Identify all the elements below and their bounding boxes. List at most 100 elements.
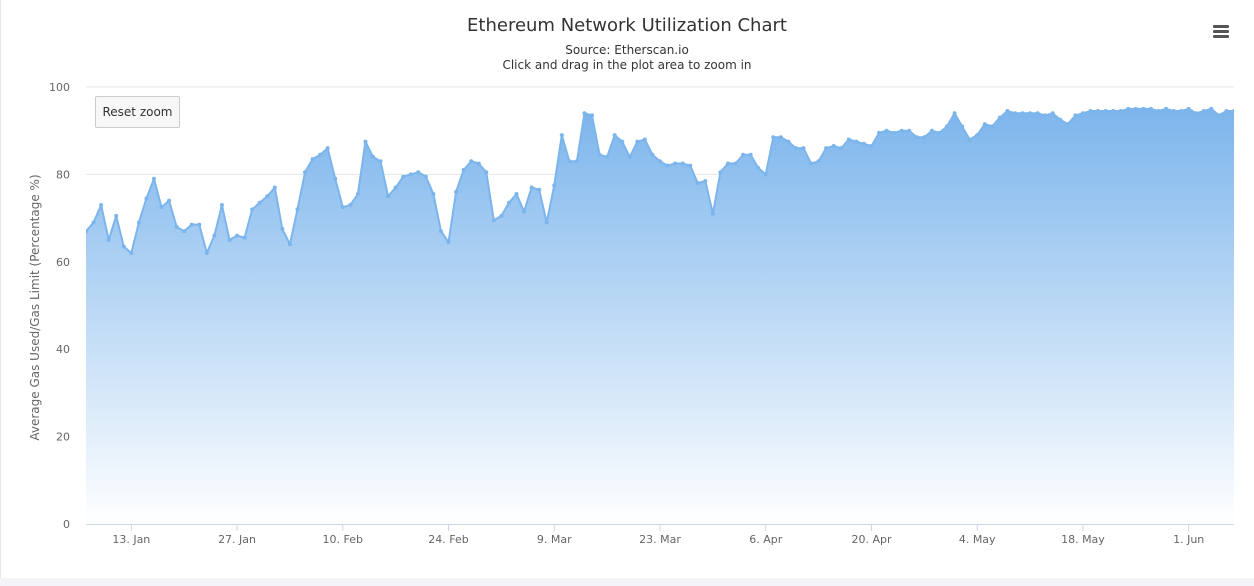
data-point	[582, 111, 587, 116]
x-tick-label: 20. Apr	[851, 533, 891, 546]
data-point	[861, 141, 866, 146]
data-point	[303, 170, 308, 175]
data-point	[710, 211, 715, 216]
y-tick-label: 80	[56, 168, 70, 181]
x-tick-label: 9. Mar	[537, 533, 572, 546]
data-point	[250, 207, 255, 212]
data-point	[635, 139, 640, 144]
data-point	[1156, 109, 1161, 114]
y-tick-label: 60	[56, 256, 70, 269]
data-point	[1133, 106, 1138, 111]
data-point	[960, 124, 965, 129]
data-point	[1020, 111, 1025, 116]
data-point	[189, 222, 194, 227]
data-point	[1111, 109, 1116, 114]
data-point	[718, 170, 723, 175]
data-point	[416, 170, 421, 175]
x-tick-label: 10. Feb	[323, 533, 363, 546]
data-point	[854, 139, 859, 144]
data-point	[1035, 111, 1040, 116]
data-point	[1224, 109, 1229, 114]
data-point	[982, 122, 987, 127]
data-point	[763, 172, 768, 177]
data-point	[1065, 122, 1070, 127]
x-tick-label: 6. Apr	[749, 533, 782, 546]
data-point	[182, 229, 187, 234]
reset-zoom-button[interactable]: Reset zoom	[95, 96, 180, 128]
data-point	[212, 233, 217, 238]
data-point	[129, 251, 134, 256]
data-point	[673, 161, 678, 166]
data-point	[990, 124, 995, 129]
data-point	[280, 227, 285, 232]
data-point	[1005, 109, 1010, 114]
data-point	[333, 176, 338, 181]
data-point	[650, 152, 655, 157]
data-point	[922, 135, 927, 140]
data-point	[1171, 109, 1176, 114]
data-point	[703, 178, 708, 183]
data-point	[1012, 111, 1017, 116]
data-point	[590, 113, 595, 118]
data-point	[257, 200, 262, 205]
data-point	[537, 187, 542, 192]
data-point	[438, 229, 443, 234]
data-point	[1209, 106, 1214, 111]
data-point	[1028, 111, 1033, 116]
data-point	[408, 172, 413, 177]
data-point	[393, 185, 398, 190]
data-point	[86, 229, 88, 234]
data-point	[831, 144, 836, 148]
data-point	[1232, 109, 1234, 114]
data-point	[144, 196, 149, 201]
data-point	[824, 146, 829, 151]
y-tick-label: 20	[56, 431, 70, 444]
data-point	[1148, 106, 1153, 111]
data-point	[431, 192, 436, 197]
data-point	[544, 220, 549, 225]
data-point	[945, 124, 949, 129]
data-point	[1118, 109, 1123, 114]
data-point	[688, 163, 693, 168]
data-point	[567, 159, 572, 164]
hamburger-menu-icon[interactable]	[1208, 20, 1234, 44]
chart-subtitle: Source: Etherscan.io Click and drag in t…	[0, 43, 1254, 73]
data-point	[1164, 106, 1169, 111]
data-point	[355, 192, 360, 197]
x-tick-label: 13. Jan	[112, 533, 150, 546]
data-point	[801, 146, 806, 151]
data-point	[227, 237, 232, 242]
data-point	[907, 128, 912, 133]
data-point	[597, 152, 602, 157]
page-left-border	[0, 0, 1, 586]
series-area-fill	[86, 108, 1234, 524]
axis-labels: 0 20 40 60 80 100 Average Gas Used/Gas Limit (…	[28, 81, 1204, 546]
data-point	[325, 146, 330, 151]
data-point	[106, 237, 111, 242]
data-point	[967, 137, 972, 142]
data-point	[1043, 113, 1048, 118]
data-point	[1073, 113, 1078, 118]
data-point	[665, 163, 670, 168]
x-tick-label: 4. May	[959, 533, 996, 546]
data-point	[522, 209, 527, 214]
data-point	[680, 161, 685, 166]
data-point	[401, 174, 406, 179]
data-point	[174, 224, 179, 229]
data-point	[197, 222, 202, 227]
data-point	[748, 152, 753, 157]
data-point	[997, 115, 1002, 120]
data-point	[235, 233, 240, 238]
data-point	[99, 202, 104, 207]
data-point	[310, 157, 315, 162]
axes	[86, 524, 1234, 531]
data-point	[371, 154, 375, 159]
data-point	[1141, 106, 1146, 111]
chart-title: Ethereum Network Utilization Chart	[467, 15, 787, 36]
data-point	[733, 161, 738, 166]
data-point	[846, 137, 851, 142]
data-point	[151, 176, 156, 181]
data-point	[461, 168, 466, 173]
data-point	[1096, 109, 1101, 114]
